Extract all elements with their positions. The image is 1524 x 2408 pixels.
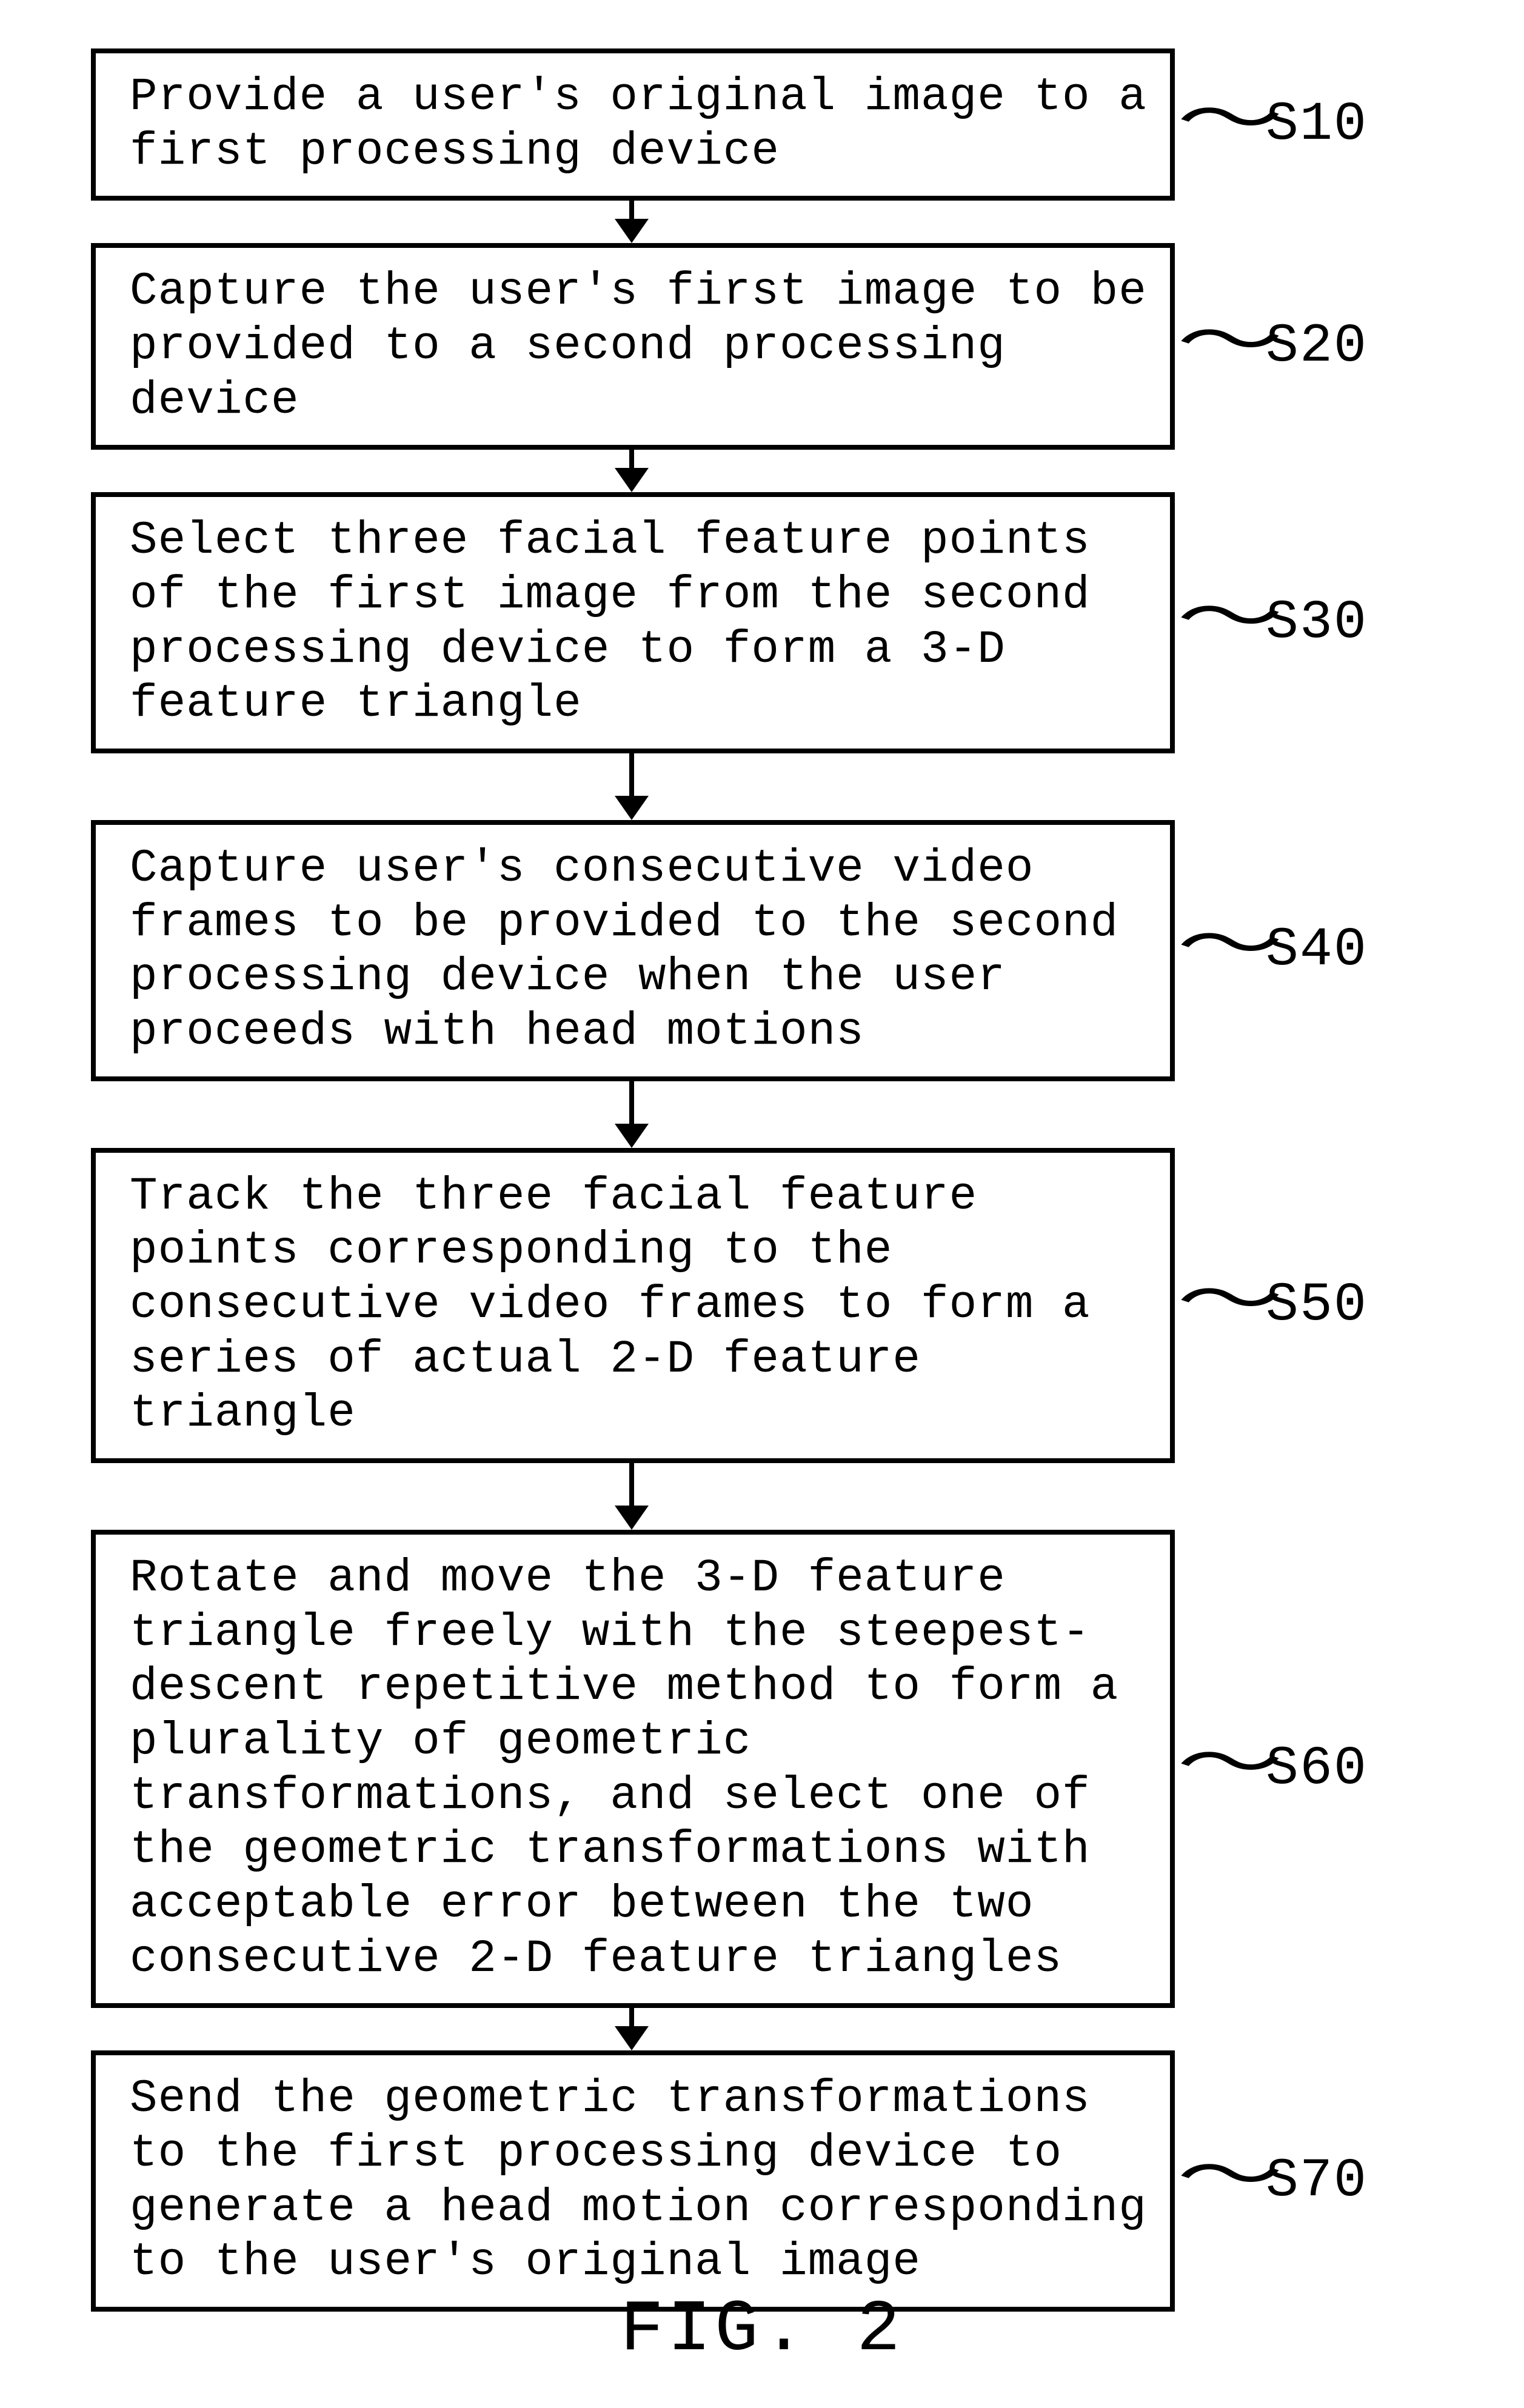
step-text: Rotate and move the 3-D feature triangle… xyxy=(130,1552,1118,1985)
connector-glyph: 〜 xyxy=(1148,590,1293,656)
connector-glyph: 〜 xyxy=(1148,1736,1293,1803)
arrow-down-icon xyxy=(615,2008,649,2050)
step-text: Capture user's consecutive video frames … xyxy=(130,842,1118,1058)
step-box: Rotate and move the 3-D feature triangle… xyxy=(91,1530,1175,2008)
step-text: Track the three facial feature points co… xyxy=(130,1170,1091,1440)
step-text: Capture the user's first image to be pro… xyxy=(130,265,1147,426)
arrow-down-icon xyxy=(615,450,649,492)
arrow-down-icon xyxy=(615,753,649,820)
flow-step-s10: Provide a user's original image to a fir… xyxy=(91,48,1433,201)
flow-step-s70: Send the geometric transformations to th… xyxy=(91,2050,1433,2312)
flow-step-s50: Track the three facial feature points co… xyxy=(91,1148,1433,1463)
flow-step-s20: Capture the user's first image to be pro… xyxy=(91,243,1433,450)
flow-step-s60: Rotate and move the 3-D feature triangle… xyxy=(91,1530,1433,2008)
step-box: Capture the user's first image to be pro… xyxy=(91,243,1175,450)
step-box: Track the three facial feature points co… xyxy=(91,1148,1175,1463)
connector-glyph: 〜 xyxy=(1148,1272,1293,1339)
step-text: Provide a user's original image to a fir… xyxy=(130,71,1147,178)
flow-step-s40: Capture user's consecutive video frames … xyxy=(91,820,1433,1081)
flowchart: Provide a user's original image to a fir… xyxy=(91,48,1433,2312)
arrow-down-icon xyxy=(615,201,649,243)
figure-caption: FIG. 2 xyxy=(0,2289,1524,2372)
connector-glyph: 〜 xyxy=(1148,313,1293,380)
step-box: Send the geometric transformations to th… xyxy=(91,2050,1175,2312)
connector-glyph: 〜 xyxy=(1148,917,1293,984)
step-box: Capture user's consecutive video frames … xyxy=(91,820,1175,1081)
connector-glyph: 〜 xyxy=(1148,92,1293,158)
arrow-down-icon xyxy=(615,1463,649,1530)
arrow-down-icon xyxy=(615,1081,649,1148)
step-box: Provide a user's original image to a fir… xyxy=(91,48,1175,201)
flow-step-s30: Select three facial feature points of th… xyxy=(91,492,1433,753)
step-text: Select three facial feature points of th… xyxy=(130,515,1091,730)
step-text: Send the geometric transformations to th… xyxy=(130,2073,1147,2288)
connector-glyph: 〜 xyxy=(1148,2148,1293,2215)
step-box: Select three facial feature points of th… xyxy=(91,492,1175,753)
